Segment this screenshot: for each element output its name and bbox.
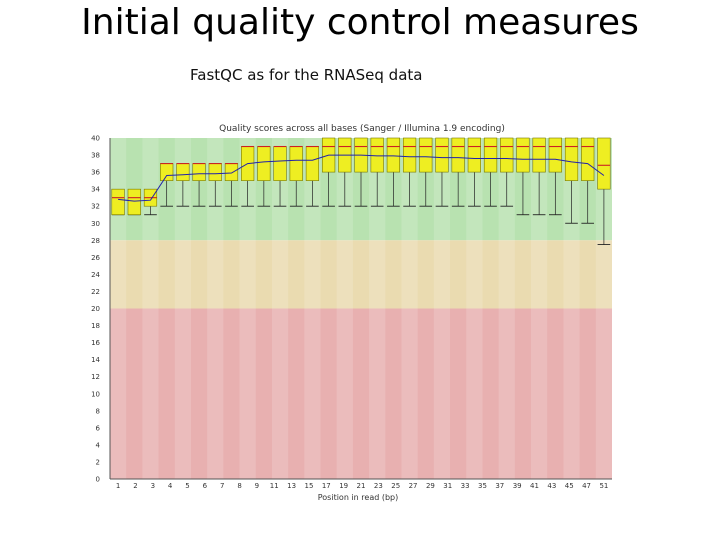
x-tick-label: 27 xyxy=(409,482,418,490)
y-tick-label: 24 xyxy=(91,271,100,279)
column-stripe xyxy=(142,138,159,479)
y-tick-label: 34 xyxy=(91,186,100,194)
x-tick-label: 25 xyxy=(391,482,400,490)
column-stripe xyxy=(466,138,483,479)
box-14-15 xyxy=(289,146,303,181)
y-tick-label: 32 xyxy=(91,203,100,211)
chart-title: Quality scores across all bases (Sanger … xyxy=(219,124,505,134)
x-tick-label: 7 xyxy=(220,482,224,490)
box-26-27 xyxy=(386,137,401,173)
box-42-43 xyxy=(516,137,530,173)
x-tick-label: 5 xyxy=(185,482,189,490)
y-tick-label: 10 xyxy=(91,390,100,398)
box-24-25 xyxy=(370,137,384,173)
y-tick-label: 6 xyxy=(96,424,101,432)
x-tick-label: 3 xyxy=(151,482,155,490)
y-tick-label: 20 xyxy=(91,305,100,313)
box-8 xyxy=(224,163,239,181)
box-12-13 xyxy=(273,146,287,181)
column-stripe xyxy=(110,138,127,479)
column-stripe xyxy=(239,138,256,479)
y-tick-label: 18 xyxy=(91,322,100,330)
box-5 xyxy=(176,163,190,181)
column-stripe xyxy=(595,138,612,479)
x-axis-label: Position in read (bp) xyxy=(318,493,398,502)
y-tick-label: 14 xyxy=(91,356,100,364)
box-10-11 xyxy=(257,146,271,181)
x-tick-label: 19 xyxy=(339,482,348,490)
x-tick-label: 23 xyxy=(374,482,383,490)
x-tick-label: 41 xyxy=(530,482,539,490)
column-stripe xyxy=(174,138,191,479)
y-tick-label: 36 xyxy=(91,169,100,177)
slide-title: Initial quality control measures xyxy=(81,2,639,43)
y-tick-label: 2 xyxy=(96,458,100,466)
x-tick-label: 47 xyxy=(582,482,591,490)
x-tick-label: 13 xyxy=(287,482,296,490)
box-16-17 xyxy=(305,146,320,181)
quality-band-2 xyxy=(110,308,612,479)
x-tick-label: 45 xyxy=(565,482,574,490)
box-36-37 xyxy=(467,137,481,173)
column-stripe xyxy=(271,138,289,479)
x-tick-label: 35 xyxy=(478,482,487,490)
x-tick-label: 8 xyxy=(237,482,241,490)
column-stripe xyxy=(498,138,515,479)
x-tick-label: 33 xyxy=(461,482,470,490)
box-32-33 xyxy=(435,137,449,173)
y-tick-label: 22 xyxy=(91,288,100,296)
box-46-47 xyxy=(548,137,562,173)
column-stripe xyxy=(401,138,418,479)
column-stripe xyxy=(336,138,353,479)
x-tick-label: 21 xyxy=(357,482,366,490)
box-6 xyxy=(192,163,206,181)
column-stripe xyxy=(531,138,548,479)
y-tick-label: 8 xyxy=(96,407,100,415)
y-tick-label: 12 xyxy=(91,373,100,381)
x-tick-label: 17 xyxy=(322,482,331,490)
box-38-39 xyxy=(483,137,498,173)
column-stripe xyxy=(369,138,386,479)
x-tick-label: 4 xyxy=(168,482,173,490)
quality-band-1 xyxy=(110,240,612,309)
box-34-35 xyxy=(451,137,465,173)
column-stripe xyxy=(433,138,451,479)
box-48-49 xyxy=(564,137,579,181)
box-52 xyxy=(597,137,611,190)
y-tick-label: 40 xyxy=(91,135,100,143)
x-tick-label: 51 xyxy=(599,482,608,490)
x-tick-label: 2 xyxy=(133,482,137,490)
x-tick-label: 11 xyxy=(270,482,279,490)
y-tick-label: 26 xyxy=(91,254,100,262)
y-tick-label: 30 xyxy=(91,220,100,228)
box-4 xyxy=(160,163,174,181)
box-1 xyxy=(111,188,125,216)
box-28-29 xyxy=(402,137,417,173)
x-tick-label: 37 xyxy=(495,482,504,490)
box-2 xyxy=(127,188,141,216)
x-tick-label: 6 xyxy=(203,482,208,490)
y-tick-label: 28 xyxy=(91,237,100,245)
mean-line xyxy=(118,154,605,202)
x-tick-label: 31 xyxy=(443,482,452,490)
y-tick-label: 0 xyxy=(96,476,100,484)
x-tick-label: 39 xyxy=(513,482,522,490)
x-tick-label: 15 xyxy=(304,482,313,490)
x-tick-label: 29 xyxy=(426,482,435,490)
box-50-51 xyxy=(581,137,595,181)
x-tick-label: 1 xyxy=(116,482,120,490)
box-44-45 xyxy=(532,137,546,173)
slide-subtitle: FastQC as for the RNASeq data xyxy=(190,66,423,84)
box-30-31 xyxy=(419,137,433,173)
y-tick-label: 38 xyxy=(91,152,100,160)
column-stripe xyxy=(304,138,321,479)
x-tick-label: 43 xyxy=(547,482,556,490)
y-tick-label: 16 xyxy=(91,339,100,347)
y-tick-label: 4 xyxy=(96,441,101,449)
column-stripe xyxy=(207,138,224,479)
box-40-41 xyxy=(500,137,514,173)
box-7 xyxy=(208,163,222,181)
x-tick-label: 9 xyxy=(255,482,259,490)
